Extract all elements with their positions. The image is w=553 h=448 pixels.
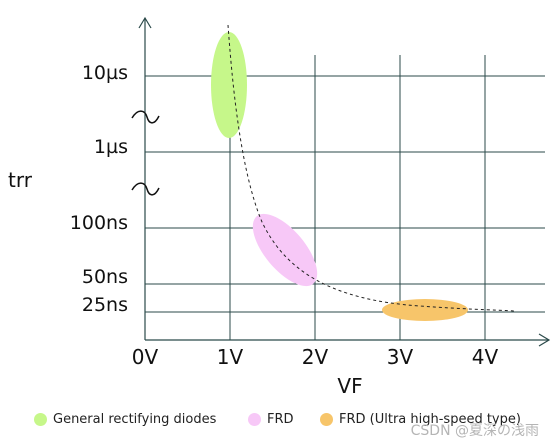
axis-break-symbol-lower: [131, 182, 160, 196]
x-tick-label: 4V: [472, 345, 499, 369]
region-frd: [252, 213, 318, 287]
x-tick-label: 3V: [387, 345, 414, 369]
legend-swatch: [248, 413, 261, 426]
legend-item-frd: FRD: [248, 412, 294, 427]
x-axis-arrow: [538, 333, 551, 347]
watermark: CSDN @夏深の浅雨: [410, 423, 539, 439]
y-tick-label: 25ns: [82, 294, 128, 316]
x-tick-label: 0V: [132, 345, 159, 369]
axes: [138, 16, 551, 347]
y-tick-label: 10µs: [82, 62, 128, 84]
y-axis-arrow: [138, 16, 152, 29]
region-frd-ultra-high-speed: [382, 299, 468, 321]
trend-curve: [227, 24, 516, 312]
legend-item-general-rectifying-diodes: General rectifying diodes: [34, 412, 216, 427]
x-tick-label: 1V: [217, 345, 244, 369]
axis-break-symbol-upper: [131, 110, 160, 124]
legend-label: General rectifying diodes: [53, 412, 217, 427]
legend-swatch: [34, 413, 47, 426]
legend-item-frd-ultra-high-speed: FRD (Ultra high-speed type): [320, 412, 521, 427]
y-tick-label: 50ns: [82, 266, 128, 288]
y-tick-label: 1µs: [94, 136, 128, 158]
y-tick-label: 100ns: [70, 212, 128, 234]
region-general-rectifying-diodes: [211, 32, 247, 138]
x-tick-label: 2V: [302, 345, 329, 369]
legend-label: FRD (Ultra high-speed type): [339, 412, 521, 427]
horizontal-gridlines: [145, 75, 545, 313]
x-axis-label: VF: [337, 374, 362, 398]
legend-label: FRD: [267, 412, 294, 427]
legend: General rectifying diodes FRD FRD (Ultra…: [0, 410, 553, 434]
legend-swatch: [320, 413, 333, 426]
y-axis-label: trr: [8, 168, 33, 192]
vertical-gridlines: [229, 55, 486, 340]
